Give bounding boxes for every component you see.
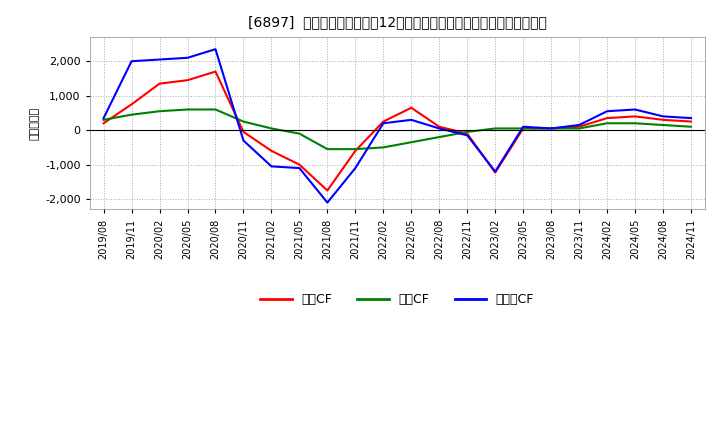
- フリーCF: [407, 117, 415, 122]
- 営業CF: [295, 162, 304, 167]
- 投賃CF: [99, 117, 108, 122]
- 営業CF: [603, 115, 611, 121]
- 営業CF: [519, 126, 528, 131]
- 営業CF: [575, 124, 583, 129]
- 投賃CF: [407, 139, 415, 145]
- 投賃CF: [127, 112, 136, 117]
- フリーCF: [127, 59, 136, 64]
- Line: 営業CF: 営業CF: [104, 72, 691, 191]
- 営業CF: [211, 69, 220, 74]
- 投賃CF: [323, 147, 332, 152]
- 投賃CF: [267, 126, 276, 131]
- 営業CF: [323, 188, 332, 193]
- フリーCF: [295, 165, 304, 171]
- 営業CF: [435, 124, 444, 129]
- フリーCF: [687, 115, 696, 121]
- 営業CF: [127, 102, 136, 107]
- 営業CF: [659, 117, 667, 122]
- 営業CF: [351, 148, 360, 154]
- 投賃CF: [603, 121, 611, 126]
- フリーCF: [659, 114, 667, 119]
- 営業CF: [687, 119, 696, 124]
- 投賃CF: [631, 121, 639, 126]
- Title: [6897]  キャッシュフローの12か月移動合計の対前年同期増減額の推移: [6897] キャッシュフローの12か月移動合計の対前年同期増減額の推移: [248, 15, 546, 29]
- 投賃CF: [379, 145, 387, 150]
- 投賃CF: [351, 147, 360, 152]
- 投賃CF: [546, 126, 555, 131]
- フリーCF: [463, 133, 472, 138]
- フリーCF: [379, 121, 387, 126]
- 営業CF: [156, 81, 164, 86]
- Line: フリーCF: フリーCF: [104, 49, 691, 202]
- Legend: 営業CF, 投賃CF, フリーCF: 営業CF, 投賃CF, フリーCF: [256, 288, 539, 311]
- フリーCF: [546, 126, 555, 131]
- 営業CF: [546, 126, 555, 131]
- フリーCF: [631, 107, 639, 112]
- Y-axis label: （百万円）: （百万円）: [30, 107, 40, 140]
- フリーCF: [267, 164, 276, 169]
- 投賃CF: [211, 107, 220, 112]
- 投賃CF: [519, 126, 528, 131]
- 営業CF: [183, 77, 192, 83]
- フリーCF: [183, 55, 192, 60]
- 投賃CF: [435, 135, 444, 140]
- 投賃CF: [463, 129, 472, 135]
- Line: 投賃CF: 投賃CF: [104, 110, 691, 149]
- 投賃CF: [659, 122, 667, 128]
- 投賃CF: [156, 109, 164, 114]
- フリーCF: [491, 169, 500, 174]
- 営業CF: [379, 119, 387, 124]
- フリーCF: [323, 200, 332, 205]
- 営業CF: [491, 170, 500, 175]
- 営業CF: [99, 121, 108, 126]
- フリーCF: [351, 165, 360, 171]
- 営業CF: [463, 131, 472, 136]
- 投賃CF: [295, 131, 304, 136]
- フリーCF: [519, 124, 528, 129]
- 営業CF: [239, 129, 248, 135]
- 投賃CF: [239, 119, 248, 124]
- 投賃CF: [183, 107, 192, 112]
- フリーCF: [99, 115, 108, 121]
- 営業CF: [407, 105, 415, 110]
- 営業CF: [631, 114, 639, 119]
- フリーCF: [603, 109, 611, 114]
- フリーCF: [211, 47, 220, 52]
- フリーCF: [435, 126, 444, 131]
- フリーCF: [156, 57, 164, 62]
- 投賃CF: [575, 126, 583, 131]
- 投賃CF: [491, 126, 500, 131]
- 営業CF: [267, 148, 276, 154]
- フリーCF: [239, 138, 248, 143]
- 投賃CF: [687, 124, 696, 129]
- フリーCF: [575, 122, 583, 128]
